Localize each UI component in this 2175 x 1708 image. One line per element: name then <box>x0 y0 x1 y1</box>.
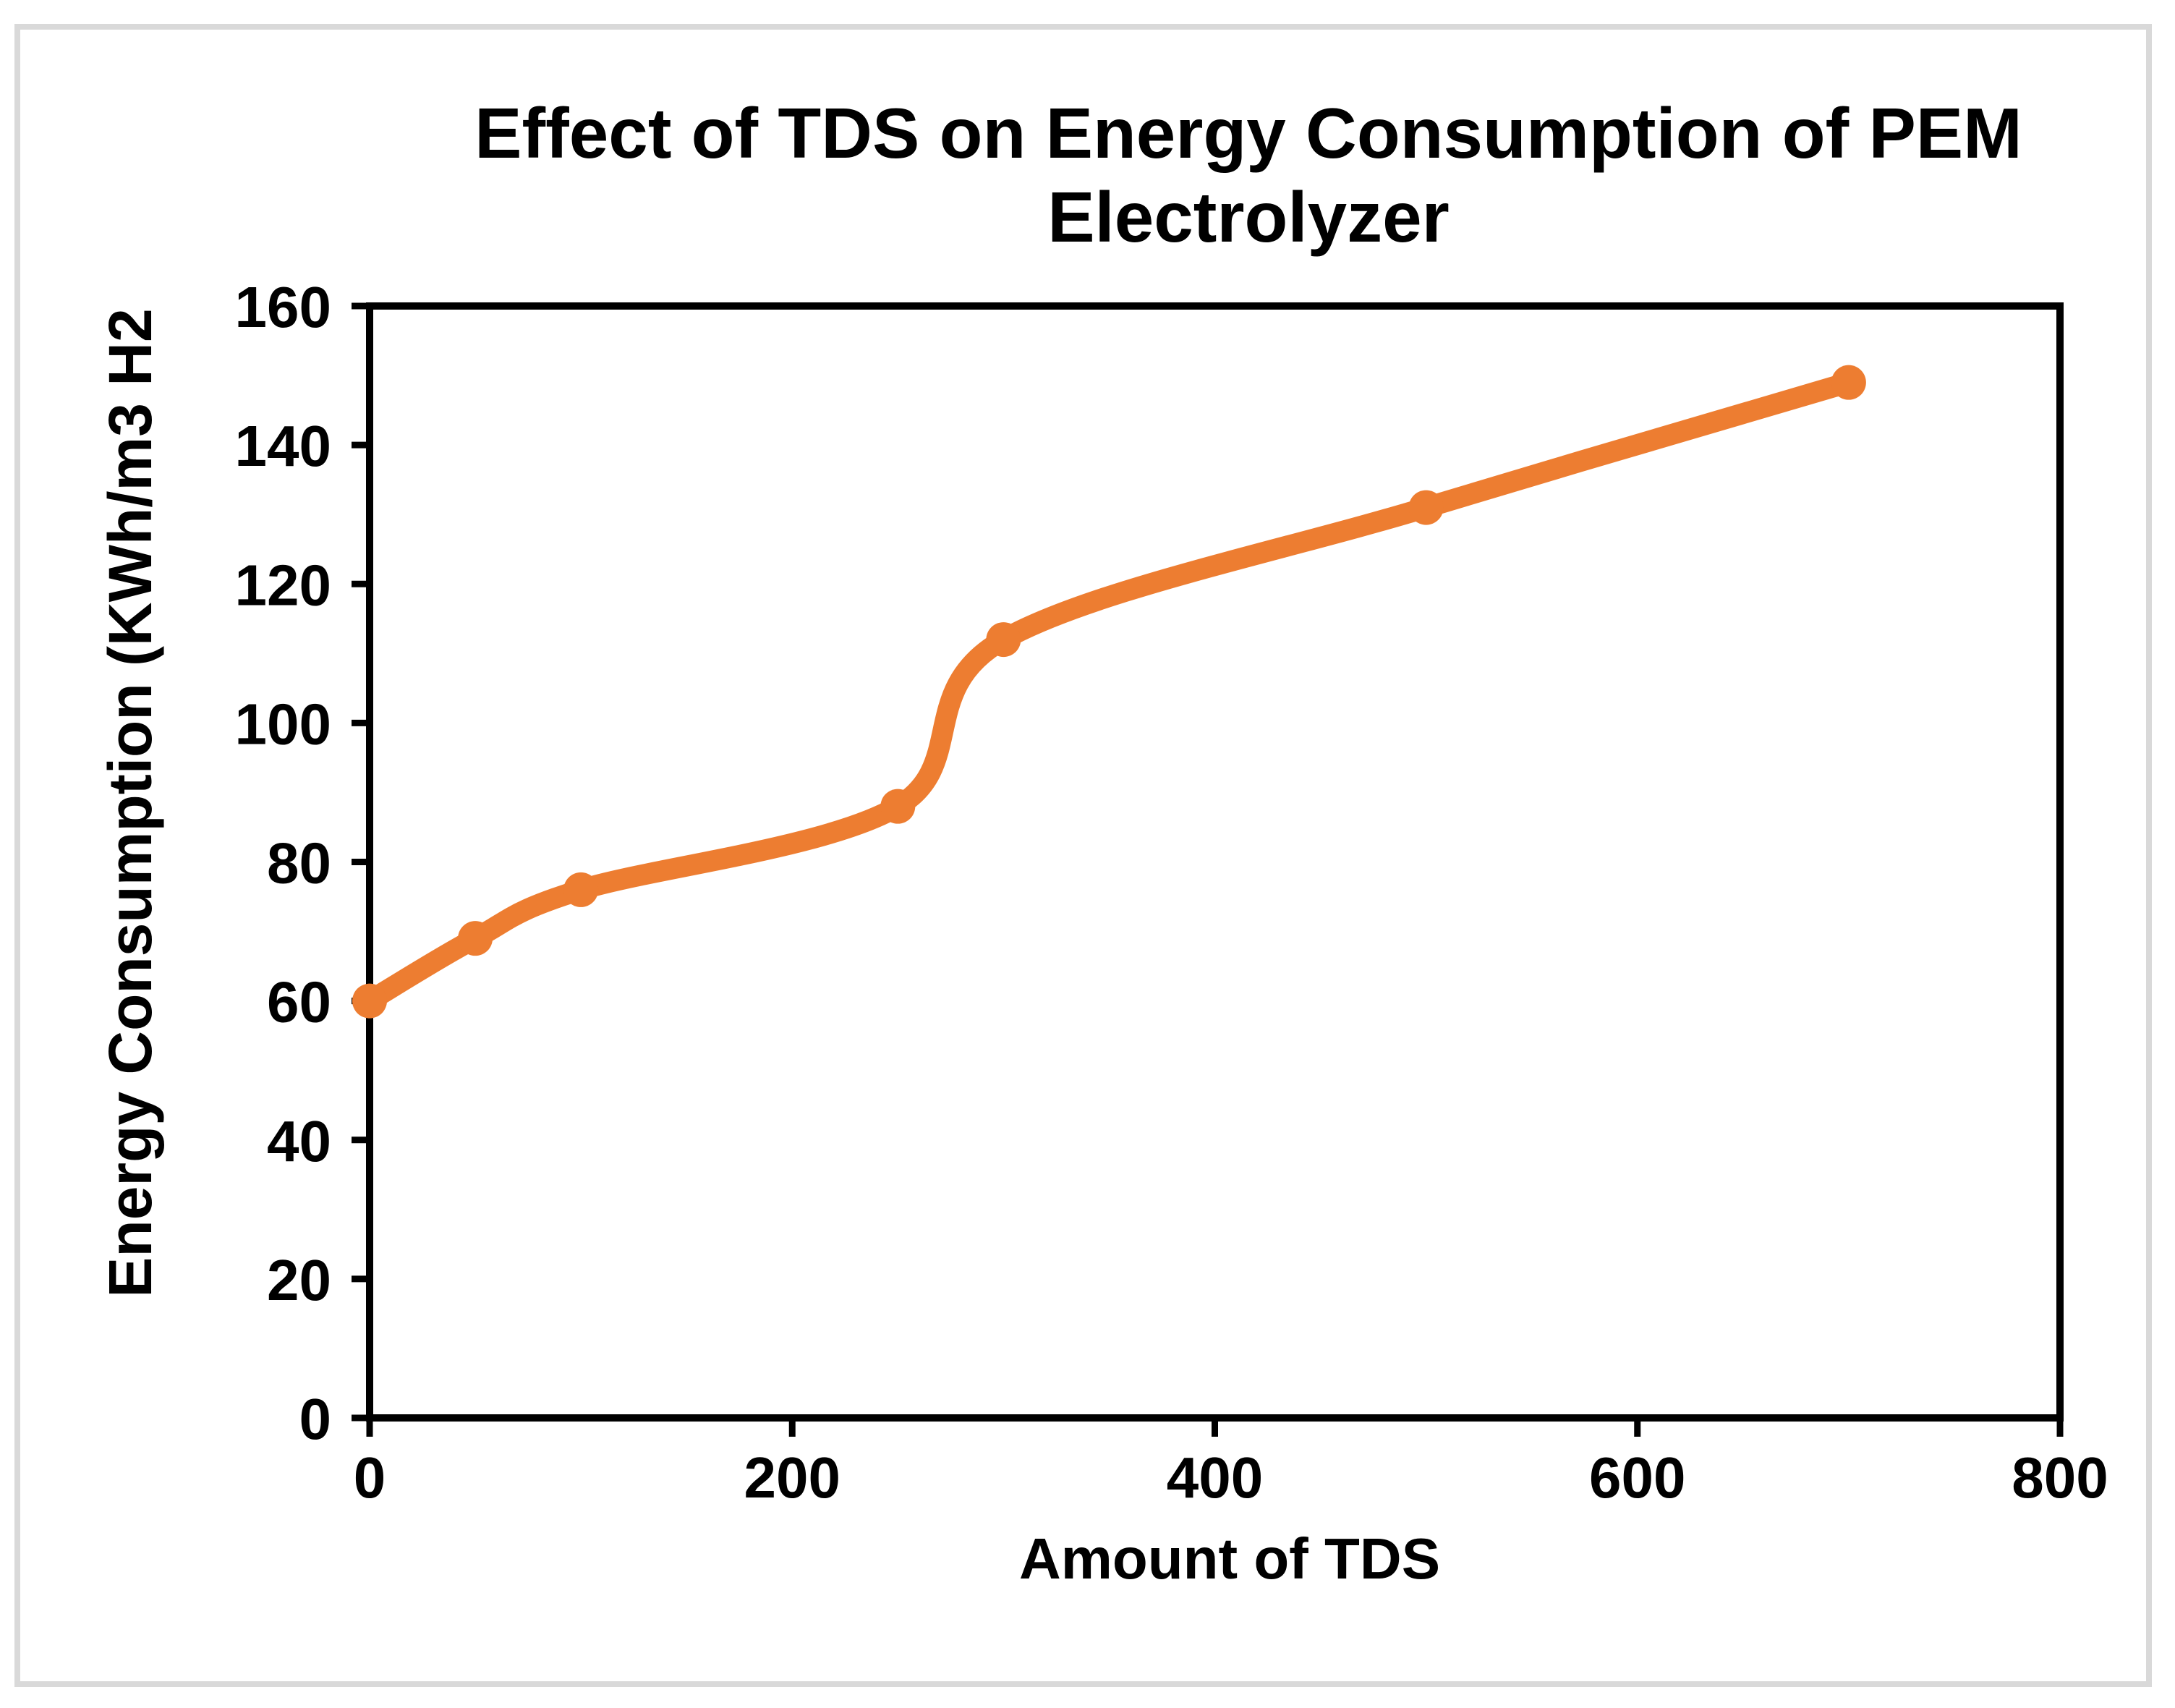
data-point-marker <box>1408 490 1444 525</box>
x-tick-label: 200 <box>744 1445 840 1510</box>
x-tick-label: 800 <box>2012 1445 2108 1510</box>
x-tick-label: 600 <box>1589 1445 1685 1510</box>
y-tick-label: 140 <box>235 414 331 478</box>
y-tick-label: 0 <box>299 1387 332 1451</box>
data-point-marker <box>880 789 916 824</box>
data-point-marker <box>458 921 493 956</box>
y-tick-label: 80 <box>267 831 331 896</box>
y-tick-label: 20 <box>267 1248 331 1312</box>
y-tick-label: 120 <box>235 553 331 617</box>
data-point-marker <box>352 983 387 1019</box>
x-tick-label: 0 <box>354 1445 386 1510</box>
y-tick-label: 160 <box>235 275 331 339</box>
x-axis-title: Amount of TDS <box>1018 1526 1441 1591</box>
data-point-marker <box>1831 365 1866 400</box>
data-point-marker <box>986 622 1021 658</box>
x-tick-label: 400 <box>1167 1445 1263 1510</box>
series-line <box>359 372 1860 1012</box>
data-point-marker <box>563 872 599 907</box>
y-tick-label: 40 <box>267 1109 331 1173</box>
plot-frame <box>366 302 2064 1422</box>
y-tick-label: 60 <box>267 970 331 1034</box>
chart-title: Effect of TDS on Energy Consumption of P… <box>474 93 2022 257</box>
y-tick-label: 100 <box>235 692 331 756</box>
